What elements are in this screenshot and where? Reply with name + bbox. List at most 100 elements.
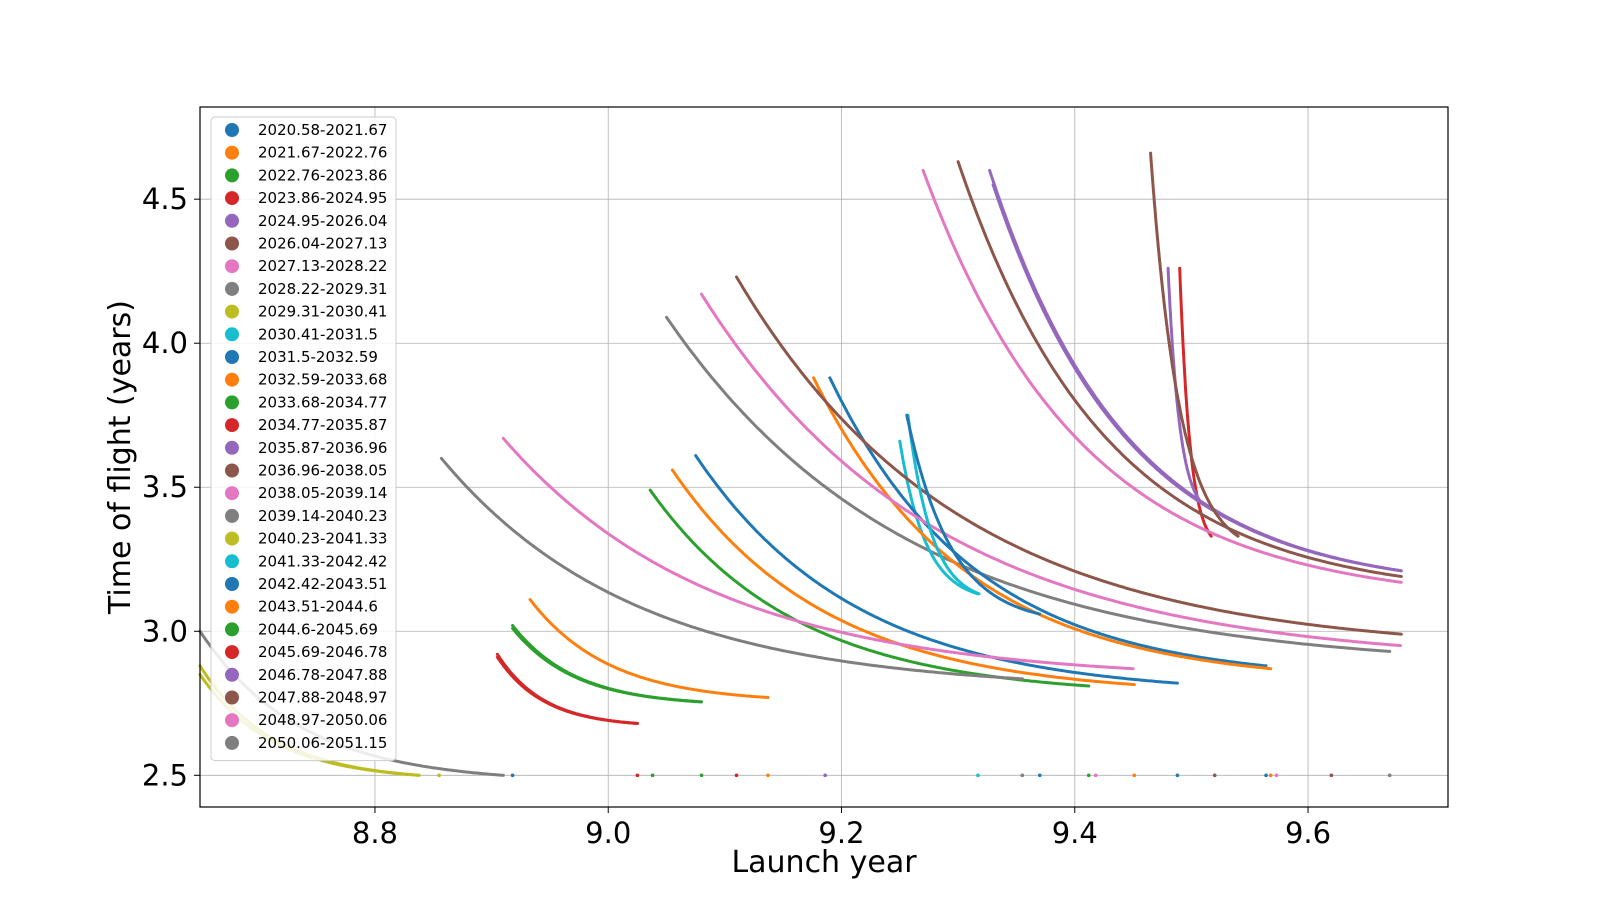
series-curve xyxy=(501,436,1135,671)
series-curve xyxy=(991,183,1403,573)
legend-marker xyxy=(225,486,239,501)
series-curve xyxy=(528,598,770,699)
legend-entry: 2036.96-2038.05 xyxy=(258,462,387,480)
legend-marker xyxy=(225,191,239,206)
x-axis-label: Launch year xyxy=(731,845,917,880)
legend-marker xyxy=(225,327,239,342)
legend-entry: 2033.68-2034.77 xyxy=(258,393,387,411)
baseline-point xyxy=(1037,773,1042,778)
y-axis-label: Time of flight (years) xyxy=(103,300,138,615)
legend-entry: 2046.78-2047.88 xyxy=(258,666,387,684)
legend-marker xyxy=(225,213,239,228)
legend-entry: 2026.04-2027.13 xyxy=(258,235,387,253)
y-tick-label: 3.5 xyxy=(142,470,188,504)
series-curve xyxy=(700,292,1403,648)
y-tick-label: 4.0 xyxy=(142,326,188,360)
baseline-point xyxy=(510,773,515,778)
legend-entry: 2023.86-2024.95 xyxy=(258,189,387,207)
x-tick-label: 9.2 xyxy=(818,816,864,850)
baseline-point xyxy=(1274,773,1279,778)
legend-marker xyxy=(225,690,239,705)
x-tick-label: 9.4 xyxy=(1052,816,1098,850)
y-tick-label: 3.0 xyxy=(142,614,188,648)
series-curve xyxy=(828,376,1268,668)
baseline-point xyxy=(976,773,980,778)
x-tick-label: 9.0 xyxy=(585,816,631,850)
legend-entry: 2020.58-2021.67 xyxy=(258,121,387,139)
legend-marker xyxy=(225,713,239,728)
baseline-point xyxy=(1132,773,1137,778)
legend-entry: 2032.59-2033.68 xyxy=(258,371,387,389)
legend-entry: 2039.14-2040.23 xyxy=(258,507,387,525)
legend-marker xyxy=(225,236,239,251)
legend-entry: 2028.22-2029.31 xyxy=(258,280,387,298)
legend-entry: 2024.95-2026.04 xyxy=(258,212,387,230)
legend-marker xyxy=(225,667,239,682)
legend-entry: 2040.23-2041.33 xyxy=(258,530,387,548)
series-curve xyxy=(921,168,1403,584)
baseline-point xyxy=(734,773,739,778)
legend-marker xyxy=(225,622,239,637)
baseline-point xyxy=(1329,773,1334,778)
legend-entry: 2048.97-2050.06 xyxy=(258,711,387,729)
legend-marker xyxy=(225,145,239,160)
series-curve xyxy=(898,439,980,596)
legend-marker xyxy=(225,395,239,410)
legend-entry: 2045.69-2046.78 xyxy=(258,643,387,661)
legend-entry: 2047.88-2048.97 xyxy=(258,689,387,707)
legend-entry: 2044.6-2045.69 xyxy=(258,620,378,638)
baseline-point xyxy=(635,773,640,778)
legend-marker xyxy=(225,168,239,183)
legend-entry: 2038.05-2039.14 xyxy=(258,484,387,502)
baseline-point xyxy=(699,773,704,778)
legend-entry: 2022.76-2023.86 xyxy=(258,166,387,184)
baseline-point xyxy=(1212,773,1217,778)
series-curve xyxy=(665,315,1392,653)
legend-entry: 2043.51-2044.6 xyxy=(258,598,378,616)
legend-entry: 2035.87-2036.96 xyxy=(258,439,387,457)
series-curve xyxy=(905,413,1042,616)
legend-marker xyxy=(225,508,239,523)
series-curve xyxy=(735,275,1403,636)
baseline-point xyxy=(766,773,770,778)
series-curve xyxy=(439,456,1024,681)
legend-marker xyxy=(225,463,239,478)
legend: 2020.58-2021.67 2021.67-2022.76 2022.76-20… xyxy=(210,116,397,762)
legend-entry: 2031.5-2032.59 xyxy=(258,348,378,366)
legend-entry: 2042.42-2043.51 xyxy=(258,575,387,593)
legend-entry: 2027.13-2028.22 xyxy=(258,257,387,275)
legend-box xyxy=(210,116,397,762)
legend-marker xyxy=(225,440,239,455)
baseline-point xyxy=(1086,773,1091,778)
series-curve xyxy=(1149,151,1240,538)
data-marks xyxy=(198,151,1403,778)
baseline-point xyxy=(1268,773,1273,778)
ticks: 8.8 9.0 9.2 9.4 9.6 2.5 3.0 3.5 4.0 4.5 xyxy=(142,182,1331,850)
baseline-point xyxy=(1387,773,1392,778)
legend-entry: 2021.67-2022.76 xyxy=(258,144,387,162)
plot-frame xyxy=(199,106,1449,808)
legend-entry: 2030.41-2031.5 xyxy=(258,325,378,343)
legend-marker xyxy=(225,577,239,591)
legend-marker xyxy=(225,281,239,296)
legend-marker xyxy=(225,531,239,546)
baseline-point xyxy=(1020,773,1025,778)
series-curve xyxy=(495,655,639,725)
series-curve xyxy=(1178,266,1213,538)
legend-marker xyxy=(225,554,239,569)
legend-entry: 2034.77-2035.87 xyxy=(258,416,387,434)
legend-entry: 2029.31-2030.41 xyxy=(258,303,387,321)
series-curve xyxy=(956,160,1403,578)
series-curve xyxy=(694,454,1179,685)
x-tick-label: 9.6 xyxy=(1285,816,1331,850)
y-tick-label: 4.5 xyxy=(142,182,188,216)
baseline-point xyxy=(1093,773,1098,778)
series-curve xyxy=(906,413,981,596)
legend-marker xyxy=(225,599,239,614)
legend-entry: 2050.06-2051.15 xyxy=(258,734,387,752)
baseline-point xyxy=(1175,773,1180,778)
legend-marker xyxy=(225,645,239,660)
series-curve xyxy=(511,626,703,704)
legend-marker xyxy=(225,372,239,387)
